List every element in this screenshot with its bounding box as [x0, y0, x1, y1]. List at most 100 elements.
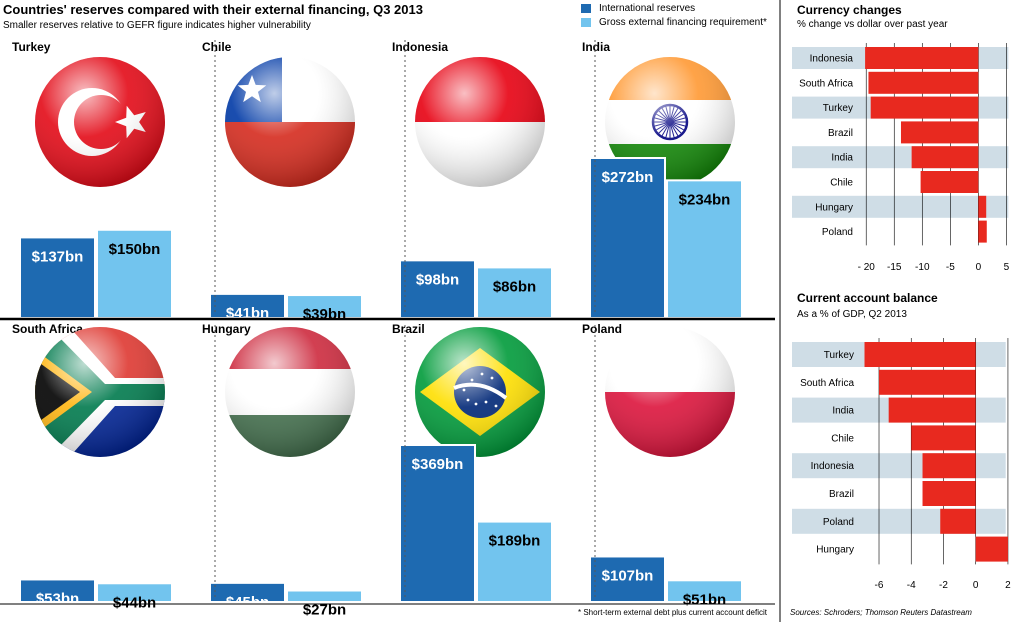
country-panel: Poland $107bn $51bn: [582, 322, 743, 608]
category-label: Hungary: [815, 202, 853, 213]
country-name: Indonesia: [392, 40, 448, 54]
reserves-value-label: $369bn: [412, 456, 464, 473]
reserves-bar: [209, 581, 286, 603]
tick-label: -5: [946, 262, 955, 273]
category-label: Indonesia: [810, 54, 854, 65]
value-bar: [922, 481, 976, 506]
category-label: Brazil: [829, 489, 854, 500]
legend-swatch-gefr: [581, 18, 591, 27]
legend-label-gefr: Gross external financing requirement*: [599, 17, 767, 28]
brazil-flag-icon: [415, 327, 545, 457]
south-africa-flag-icon: [35, 327, 165, 457]
value-bar: [865, 47, 979, 69]
gefr-bar: [96, 582, 173, 603]
gefr-value-label: $189bn: [489, 533, 541, 550]
gefr-value-label: $86bn: [493, 278, 536, 295]
category-label: India: [831, 153, 853, 164]
reserves-bar: [589, 157, 666, 319]
gefr-value-label: $39bn: [303, 306, 346, 323]
category-label: Poland: [823, 517, 854, 528]
country-panel: Indonesia $98bn $86bn: [392, 40, 553, 320]
tick-label: -15: [887, 262, 902, 273]
poland-flag-icon: [605, 327, 735, 457]
chile-flag-icon: [225, 57, 355, 187]
gefr-bar: [666, 579, 743, 604]
tick-label: 0: [976, 262, 982, 273]
gefr-bar: [666, 179, 743, 319]
country-name: Poland: [582, 322, 622, 336]
country-name: Turkey: [12, 40, 51, 54]
country-name: India: [582, 40, 610, 54]
value-bar: [864, 342, 976, 367]
gefr-value-label: $27bn: [303, 602, 346, 619]
value-bar: [920, 171, 979, 193]
value-bar: [975, 536, 1008, 562]
reserves-bar: [209, 292, 286, 320]
category-label: Chile: [831, 433, 854, 444]
gefr-bar: [476, 266, 553, 320]
row-band: [792, 195, 1009, 218]
reserves-value-label: $98bn: [416, 271, 459, 288]
tick-label: -4: [907, 580, 916, 591]
currency-chart-title: Currency changes: [797, 3, 902, 17]
reserves-value-label: $41bn: [226, 305, 269, 322]
currency-chart: Indonesia South Africa Turkey Brazil India Ch…: [792, 43, 1010, 273]
value-bar: [978, 220, 987, 243]
legend-swatch-reserves: [581, 4, 591, 13]
country-panel: South Africa $53bn $44bn: [12, 322, 173, 611]
category-label: Indonesia: [811, 461, 855, 472]
gefr-bar: [476, 520, 553, 604]
reserves-value-label: $53bn: [36, 590, 79, 607]
tick-label: -10: [915, 262, 930, 273]
category-label: India: [832, 406, 854, 417]
turkey-flag-icon: [35, 57, 165, 187]
currency-chart-subtitle: % change vs dollar over past year: [797, 19, 948, 30]
page-title: Countries' reserves compared with their …: [3, 2, 423, 17]
reserves-value-label: $107bn: [602, 567, 654, 584]
hungary-flag-icon: [225, 327, 355, 457]
current-account-chart: Turkey South Africa India Chile Indonesia Bra…: [792, 338, 1011, 591]
reserves-value-label: $137bn: [32, 248, 84, 265]
page-subtitle: Smaller reserves relative to GEFR figure…: [3, 20, 311, 31]
tick-label: -6: [875, 580, 884, 591]
indonesia-flag-icon: [415, 57, 545, 187]
legend-item-reserves: International reserves: [581, 3, 695, 14]
country-name: Hungary: [202, 322, 251, 336]
value-bar: [922, 453, 976, 479]
value-bar: [978, 195, 987, 218]
reserves-bar: [399, 259, 476, 319]
category-label: Brazil: [828, 128, 853, 139]
country-panel: Turkey $137bn $150bn: [12, 40, 173, 319]
reserves-value-label: $45bn: [226, 594, 269, 611]
gefr-bar: [286, 589, 363, 604]
legend-label-reserves: International reserves: [599, 3, 696, 14]
source-note: Sources: Schroders; Thomson Reuters Data…: [790, 608, 972, 617]
category-label: Poland: [822, 227, 853, 238]
legend-item-gefr: Gross external financing requirement*: [581, 17, 767, 28]
value-bar: [888, 397, 976, 423]
tick-label: -2: [939, 580, 948, 591]
reserves-value-label: $272bn: [602, 169, 654, 186]
current-account-chart-title: Current account balance: [797, 291, 938, 305]
country-panel: India $272bn $234bn: [582, 40, 743, 319]
country-panel: Chile $41bn $39bn: [202, 40, 363, 323]
gefr-value-label: $234bn: [679, 191, 731, 208]
value-bar: [868, 71, 979, 94]
value-bar: [911, 425, 976, 451]
tick-label: 5: [1004, 262, 1010, 273]
country-panel: Hungary $45bn $27bn: [202, 322, 363, 619]
gefr-value-label: $44bn: [113, 594, 156, 611]
country-name: South Africa: [12, 322, 83, 336]
value-bar: [940, 508, 976, 534]
tick-label: 2: [1005, 580, 1011, 591]
current-account-chart-subtitle: As a % of GDP, Q2 2013: [797, 309, 907, 320]
category-label: Chile: [830, 178, 853, 189]
value-bar: [870, 96, 979, 119]
value-bar: [900, 121, 979, 144]
category-label: South Africa: [800, 378, 854, 389]
category-label: Turkey: [824, 350, 854, 361]
tick-label: 0: [973, 580, 979, 591]
reserves-bar: [19, 578, 96, 604]
